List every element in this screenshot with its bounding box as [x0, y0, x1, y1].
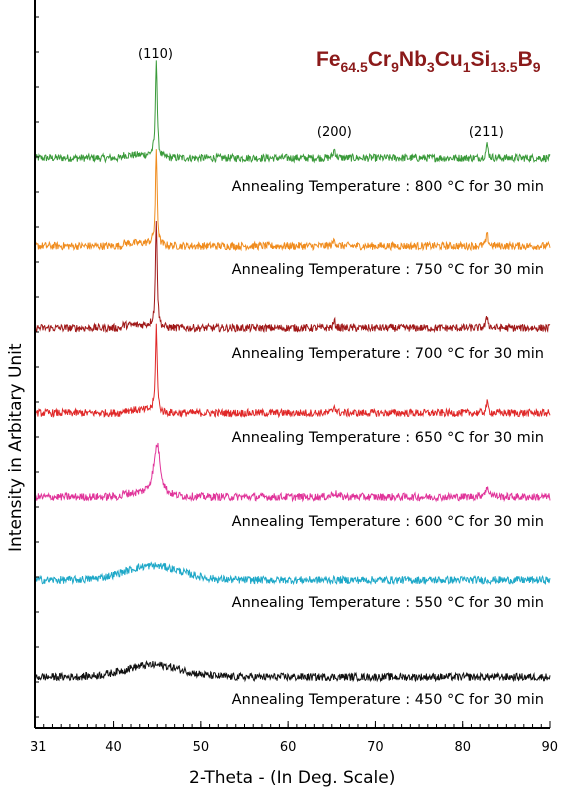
x-tick-label: 60 [280, 740, 297, 755]
peak-labels: (110) (200) (211) [138, 47, 504, 140]
title-element: B [518, 48, 533, 71]
title-subscript: 3 [427, 59, 435, 75]
x-tick-label: 31 [30, 740, 47, 755]
series-trace [34, 60, 551, 164]
xrd-traces [34, 60, 551, 683]
x-tick-label: 70 [367, 740, 384, 755]
title-element: Cr [368, 48, 391, 71]
title-subscript: 9 [533, 59, 541, 75]
title-subscript: 13.5 [490, 59, 517, 75]
title-subscript: 9 [391, 59, 399, 75]
series-label: Annealing Temperature : 450 °C for 30 mi… [232, 692, 544, 708]
title-element: Fe [316, 48, 341, 71]
annealing-labels: Annealing Temperature : 800 °C for 30 mi… [232, 179, 544, 708]
x-tick-label: 40 [105, 740, 122, 755]
series-label: Annealing Temperature : 650 °C for 30 mi… [232, 430, 544, 446]
series-trace [34, 149, 551, 252]
title-element: Nb [399, 48, 427, 71]
series-trace [34, 323, 551, 419]
peak-label: (211) [469, 125, 504, 140]
title-subscript: 1 [463, 59, 471, 75]
x-tick-label: 50 [193, 740, 210, 755]
series-label: Annealing Temperature : 700 °C for 30 mi… [232, 346, 544, 362]
series-label: Annealing Temperature : 800 °C for 30 mi… [232, 179, 544, 195]
y-axis-title: Intensity in Arbitary Unit [6, 343, 26, 552]
x-tick-label: 90 [541, 740, 558, 755]
series-trace [34, 561, 551, 586]
title-subscript: 64.5 [341, 59, 368, 75]
axes: 31 40 50 60 70 80 90 [30, 0, 558, 755]
series-trace [34, 660, 551, 683]
title-element: Si [471, 48, 491, 71]
series-trace [34, 220, 551, 334]
peak-label: (200) [317, 125, 352, 140]
series-trace [34, 442, 551, 503]
peak-label: (110) [138, 47, 173, 62]
title-element: Cu [435, 48, 463, 71]
series-label: Annealing Temperature : 600 °C for 30 mi… [232, 514, 544, 530]
x-tick-label: 80 [454, 740, 471, 755]
series-label: Annealing Temperature : 750 °C for 30 mi… [232, 262, 544, 278]
series-label: Annealing Temperature : 550 °C for 30 mi… [232, 595, 544, 611]
chart-title: Fe64.5Cr9Nb3Cu1Si13.5B9 [316, 48, 541, 75]
x-axis-title: 2-Theta - (In Deg. Scale) [189, 768, 395, 788]
